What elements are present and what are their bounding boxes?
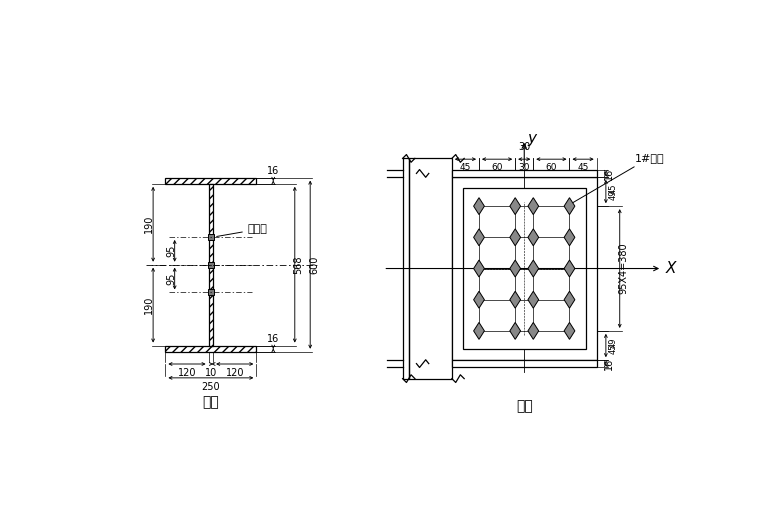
Text: 95: 95 [166,272,176,285]
Polygon shape [528,260,539,277]
Text: 30: 30 [518,163,530,172]
Text: 60: 60 [492,163,503,172]
Polygon shape [473,198,484,214]
Text: 16: 16 [604,167,614,180]
Text: 45: 45 [460,163,471,172]
Polygon shape [473,322,484,339]
Text: 250: 250 [201,382,220,392]
Text: 图一: 图一 [202,395,219,409]
Polygon shape [473,291,484,308]
Text: 190: 190 [144,215,154,234]
Text: 120: 120 [178,368,196,378]
Text: 16: 16 [267,334,280,344]
Text: 45: 45 [608,183,617,194]
Polygon shape [564,291,575,308]
Polygon shape [510,322,521,339]
Bar [452,360,597,367]
Text: 95X4=380: 95X4=380 [619,243,629,294]
Polygon shape [564,198,575,214]
Text: X: X [665,261,676,276]
Polygon shape [473,229,484,246]
Polygon shape [473,260,484,277]
Polygon shape [510,229,521,246]
Text: 568: 568 [293,255,304,274]
Bar [208,234,214,240]
Bar [208,184,213,346]
Text: 30: 30 [518,142,530,152]
Text: 螺栓孔: 螺栓孔 [217,224,268,237]
Text: 120: 120 [226,368,244,378]
Text: 16: 16 [604,357,614,370]
Bar [452,177,597,360]
Bar [208,262,214,268]
Text: y: y [527,131,537,146]
Polygon shape [564,260,575,277]
Text: 49: 49 [608,190,617,200]
Text: 95: 95 [166,244,176,257]
Bar [409,159,452,379]
Polygon shape [564,229,575,246]
Text: 600: 600 [309,255,319,274]
Bar [463,188,586,349]
Polygon shape [510,291,521,308]
Polygon shape [510,198,521,214]
Polygon shape [564,322,575,339]
Text: 60: 60 [546,163,557,172]
Text: 1#螺栓: 1#螺栓 [572,153,665,203]
Bar [166,178,256,184]
Bar [452,170,597,177]
Text: 16: 16 [267,166,280,176]
Polygon shape [528,229,539,246]
Text: 49: 49 [608,337,617,348]
Text: 10: 10 [204,368,217,378]
Bar [166,346,256,352]
Text: 图二: 图二 [516,399,533,413]
Polygon shape [528,198,539,214]
Text: 45: 45 [608,343,617,354]
Polygon shape [510,260,521,277]
Polygon shape [528,291,539,308]
Text: 190: 190 [144,296,154,314]
Bar [208,290,214,295]
Polygon shape [528,322,539,339]
Text: 45: 45 [578,163,589,172]
